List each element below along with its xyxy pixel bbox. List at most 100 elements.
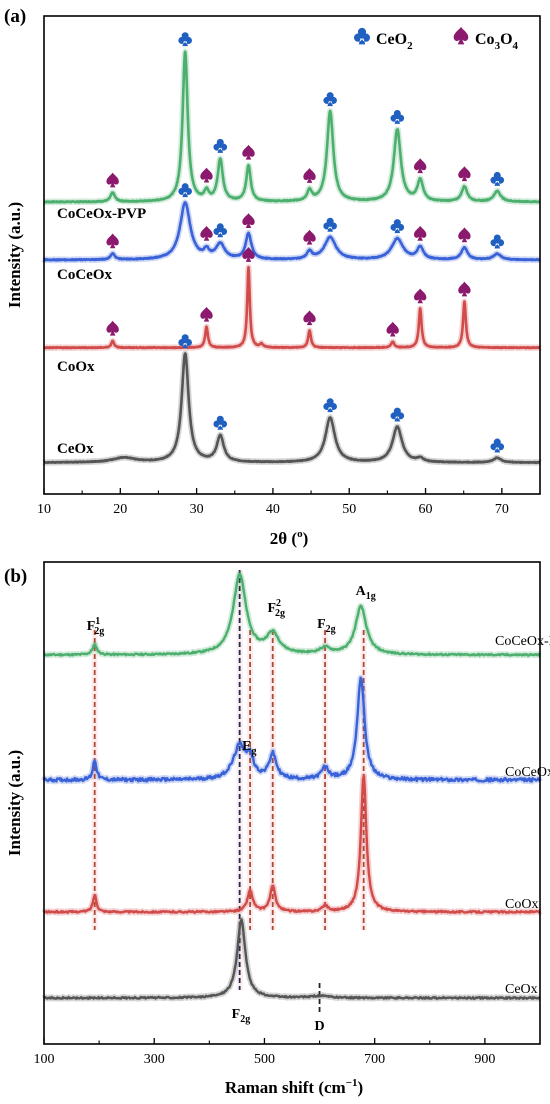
x-tick-label: 40 xyxy=(266,502,280,517)
peak-marker-club xyxy=(323,217,337,232)
series-label: CoOx xyxy=(57,359,95,375)
peak-marker-spade xyxy=(242,144,255,160)
x-tick-label: 300 xyxy=(144,1052,165,1067)
series-glow xyxy=(41,674,543,785)
peak-marker-spade xyxy=(414,225,427,241)
peak-marker-spade xyxy=(303,229,316,245)
panel-b-frame xyxy=(43,561,541,1045)
peak-marker-club xyxy=(323,398,337,413)
panel-b-y-axis-title: Intensity (a.u.) xyxy=(5,750,24,856)
peak-marker-club xyxy=(390,219,405,234)
legend-co3o4-text: Co3O4 xyxy=(475,31,519,52)
series-line xyxy=(43,352,541,465)
peak-marker-spade xyxy=(106,172,119,188)
series-glow xyxy=(41,571,543,659)
reference-band xyxy=(269,630,276,930)
peak-marker-spade xyxy=(303,168,316,183)
peak-marker-spade xyxy=(106,233,119,249)
peak-marker-spade xyxy=(458,281,471,297)
x-tick-label: 50 xyxy=(342,502,356,517)
peak-marker-spade xyxy=(106,320,119,336)
series-coox: CoOx xyxy=(41,247,543,375)
panel-b-x-axis-title: Raman shift (cm−1) xyxy=(225,1077,363,1097)
peak-marker-spade xyxy=(458,227,471,243)
series-glow xyxy=(41,916,543,1002)
legend-item-ceo2: CeO2 xyxy=(353,27,413,52)
x-tick-label: 10 xyxy=(37,502,51,517)
peak-marker-club xyxy=(490,171,505,186)
panel-a-label: (a) xyxy=(4,6,26,27)
series-coceox-pvp: CoCeOx-PVP xyxy=(41,32,543,222)
reference-band xyxy=(322,630,329,930)
reference-band xyxy=(247,630,254,930)
series-ceox: CeOx xyxy=(41,334,543,466)
x-tick-label: 700 xyxy=(364,1052,385,1067)
x-tick-label: 70 xyxy=(495,502,509,517)
peak-label: A1g xyxy=(356,584,376,602)
x-tick-label: 20 xyxy=(113,502,127,517)
series-line xyxy=(43,50,541,204)
series-label: CoOx xyxy=(505,897,538,912)
panel-b-label: (b) xyxy=(4,566,27,587)
legend-ceo2-text: CeO2 xyxy=(376,31,413,52)
panel-b-x-ticks: 100 300 500 700 900 xyxy=(34,1038,495,1067)
peak-marker-club xyxy=(178,183,192,198)
series-glow xyxy=(41,350,543,466)
peak-marker-club xyxy=(323,92,337,107)
x-tick-label: 30 xyxy=(190,502,204,517)
peak-marker-spade xyxy=(303,310,316,326)
series-label: CeOx xyxy=(57,441,94,457)
legend-co3o4-marker xyxy=(453,26,469,45)
x-tick-label: 500 xyxy=(254,1052,275,1067)
peak-marker-club xyxy=(213,138,228,153)
legend-ceo2-marker xyxy=(353,27,371,45)
x-tick-label: 60 xyxy=(419,502,433,517)
peak-marker-spade xyxy=(200,167,213,183)
peak-marker-club xyxy=(178,32,192,47)
x-tick-label: 900 xyxy=(474,1052,495,1067)
legend-item-co3o4: Co3O4 xyxy=(453,26,519,52)
x-tick-label: 100 xyxy=(34,1052,55,1067)
series-label: CeOx xyxy=(505,982,538,997)
peak-marker-club xyxy=(390,407,405,422)
peak-marker-spade xyxy=(414,158,427,174)
panel-a-x-axis-title: 2θ (o) xyxy=(270,528,308,548)
series-line xyxy=(43,918,541,1000)
peak-labels: F1 2g F2 2g F2g A1g Eg F2g xyxy=(87,584,376,1025)
series-glow xyxy=(41,773,543,916)
panel-a-y-axis-title: Intensity (a.u.) xyxy=(5,202,24,308)
peak-marker-club xyxy=(490,438,505,453)
panel-a-frame xyxy=(43,15,541,495)
reference-band xyxy=(91,630,98,930)
series-line xyxy=(43,774,541,914)
series-line xyxy=(42,676,542,783)
peak-marker-club xyxy=(490,234,505,249)
peak-marker-spade xyxy=(242,213,255,228)
series-ceox: CeOx xyxy=(41,916,543,1002)
peak-marker-club xyxy=(213,223,228,238)
series-label: CoCeOx xyxy=(505,765,550,780)
peak-marker-spade xyxy=(414,288,427,304)
series-label: CoCeOx-PVP xyxy=(495,634,550,649)
series-coceox: CoCeOx xyxy=(41,674,550,785)
panel-a-plot-area: CoCeOx-PVP CoCeOx CoOx CeOx xyxy=(41,32,543,466)
defect-label: D xyxy=(314,1019,324,1034)
series-coceox: CoCeOx xyxy=(41,183,543,283)
panel-a-x-ticks: 10 20 30 40 50 60 70 xyxy=(37,488,509,517)
peak-marker-club xyxy=(213,415,228,430)
panel-a-xrd: (a) CeO2 Co3O4 CoCeOx-PVPCoCeOxCoOxCeOx … xyxy=(4,6,543,548)
series-label: CoCeOx xyxy=(57,267,112,283)
peak-marker-club xyxy=(390,109,405,124)
peak-marker-spade xyxy=(458,166,471,182)
peak-label: Eg xyxy=(242,739,256,757)
peak-marker-spade xyxy=(200,306,213,322)
series-label: CoCeOx-PVP xyxy=(57,206,146,222)
peak-marker-club xyxy=(178,334,192,349)
peak-label: F2g xyxy=(232,1007,251,1025)
reference-lines: D xyxy=(91,570,367,1034)
peak-label: F1 2g xyxy=(87,616,105,637)
peak-marker-spade xyxy=(242,247,255,262)
